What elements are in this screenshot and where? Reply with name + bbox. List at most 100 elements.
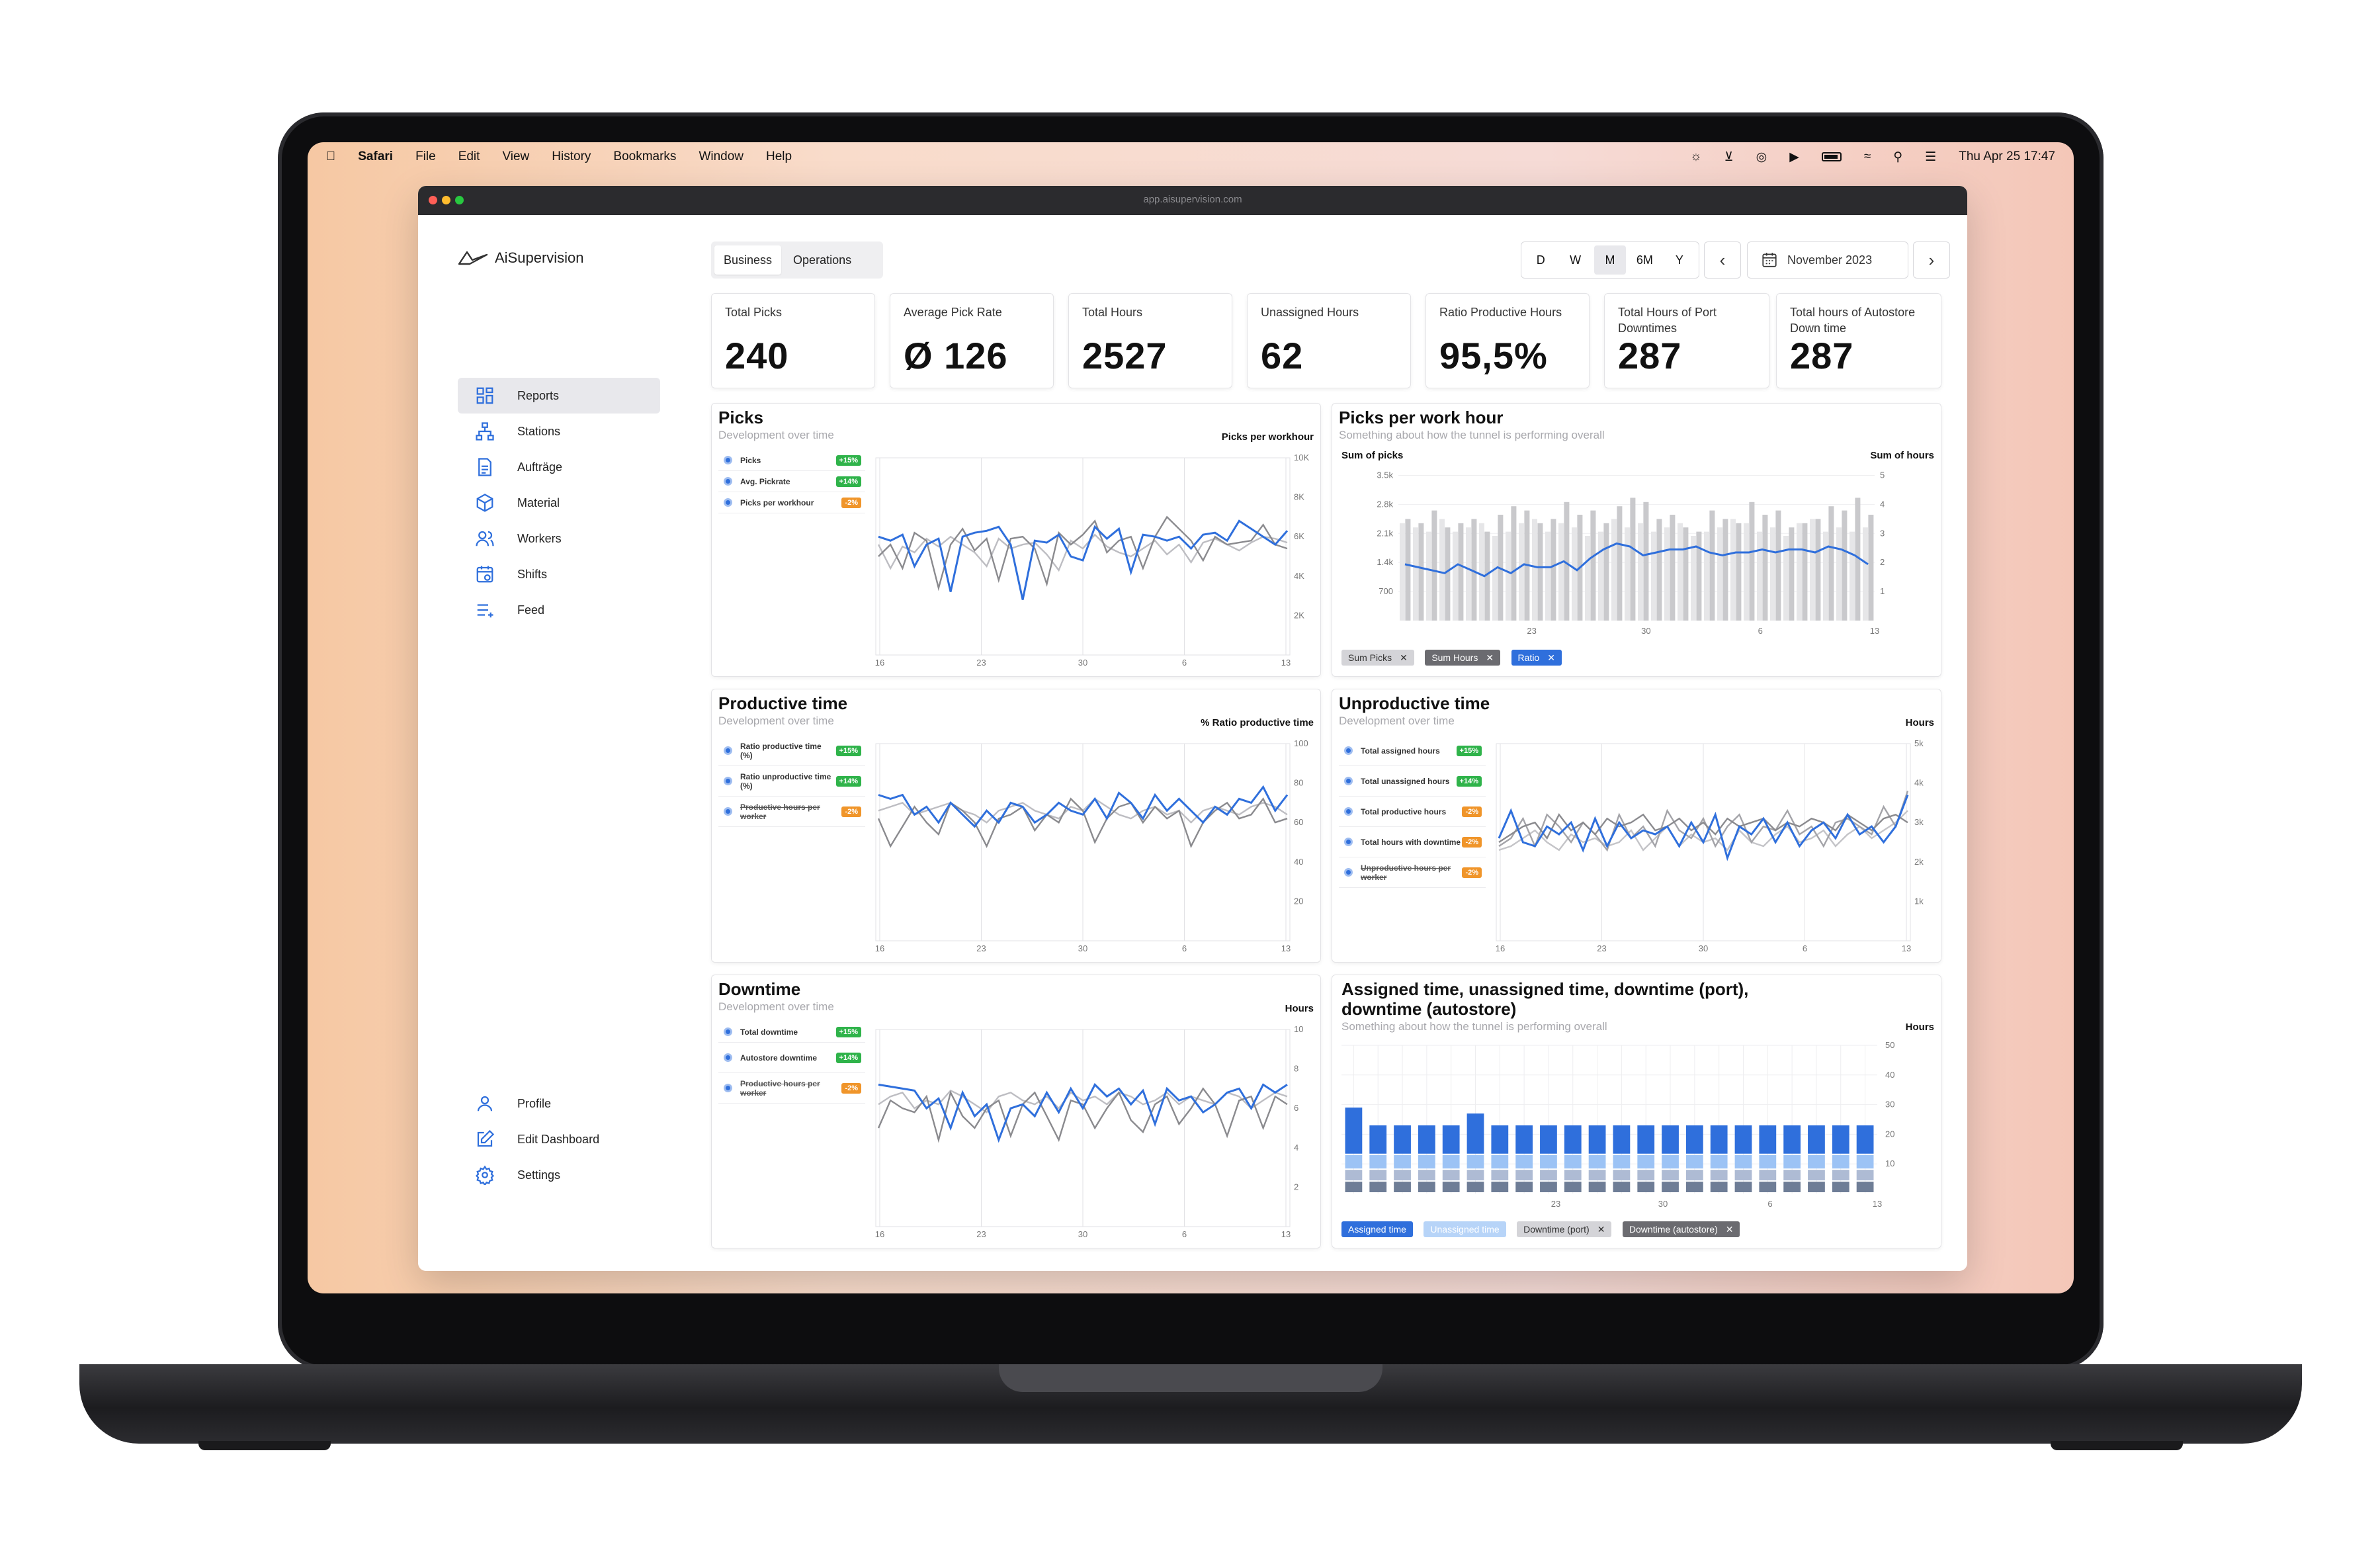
y-tick-label: 6 <box>1294 1103 1298 1113</box>
y-left-tick-label: 700 <box>1379 586 1393 596</box>
menu-edit[interactable]: Edit <box>448 150 480 163</box>
sidebar-item-shifts[interactable]: Shifts <box>458 556 660 592</box>
close-icon[interactable]: ✕ <box>1486 652 1494 663</box>
picks-line-chart[interactable]: 2K 4K 6K 8K 10K 16 23 30 6 13 <box>875 451 1312 671</box>
range-week[interactable]: W <box>1570 253 1582 267</box>
bar-sum-picks <box>1484 531 1490 621</box>
control-center-icon[interactable]: ☰ <box>1925 150 1937 164</box>
tab-operations[interactable]: Operations <box>793 253 852 267</box>
zoom-window-icon[interactable] <box>455 196 464 204</box>
chip-sum-picks[interactable]: Sum Picks ✕ <box>1341 650 1414 666</box>
sidebar-item-edit-dashboard[interactable]: Edit Dashboard <box>458 1121 660 1157</box>
close-icon[interactable]: ✕ <box>1400 652 1408 663</box>
sidebar-item-material[interactable]: Material <box>458 485 660 521</box>
sidebar-item-feed[interactable]: Feed <box>458 592 660 628</box>
range-6m[interactable]: 6M <box>1636 253 1653 267</box>
stacked-bar-segment <box>1540 1154 1557 1169</box>
date-picker[interactable]: November 2023 <box>1747 241 1908 279</box>
search-icon[interactable]: ⚲ <box>1893 150 1903 164</box>
address-bar[interactable]: app.aisupervision.com <box>1143 194 1242 205</box>
menubar-app-name[interactable]: Safari <box>349 150 393 163</box>
legend-item[interactable]: Avg. Pickrate +14% <box>718 471 865 492</box>
chip-downtime-autostore[interactable]: Downtime (autostore) ✕ <box>1622 1221 1740 1237</box>
sidebar-item-workers[interactable]: Workers <box>458 521 660 556</box>
sidebar-item-reports[interactable]: Reports <box>458 378 660 414</box>
menubar-datetime[interactable]: Thu Apr 25 17:47 <box>1959 150 2055 163</box>
stacked-bar-segment <box>1442 1125 1460 1154</box>
menu-bookmarks[interactable]: Bookmarks <box>604 150 676 163</box>
menu-help[interactable]: Help <box>756 150 792 163</box>
legend-item[interactable]: Ratio productive time (%) +15% <box>718 736 865 766</box>
bar-sum-hours <box>1479 523 1484 621</box>
menu-file[interactable]: File <box>405 150 436 163</box>
range-day[interactable]: D <box>1536 253 1545 267</box>
bar-sum-hours <box>1426 531 1431 621</box>
chevron-right-icon: › <box>1928 249 1935 270</box>
stacked-bar-segment <box>1418 1170 1435 1181</box>
next-period-button[interactable]: › <box>1913 241 1950 279</box>
tab-business[interactable]: Business <box>714 245 782 275</box>
close-icon[interactable]: ✕ <box>1597 1223 1605 1235</box>
close-icon[interactable]: ✕ <box>1547 652 1555 663</box>
assigned-time-stacked-bar-chart[interactable]: 10 20 30 40 50 23 30 6 13 <box>1341 1040 1910 1213</box>
battery-icon[interactable] <box>1821 152 1842 161</box>
legend-item[interactable]: Ratio unproductive time (%) +14% <box>718 766 865 797</box>
apple-icon[interactable]:  <box>326 150 335 164</box>
stacked-bar-segment <box>1637 1154 1655 1169</box>
cast-icon[interactable]: ⊻ <box>1724 150 1734 164</box>
stacked-bar-segment <box>1442 1154 1460 1169</box>
chip-unassigned-time[interactable]: Unassigned time <box>1424 1221 1506 1237</box>
creative-cloud-icon[interactable]: ☼ <box>1690 150 1702 163</box>
kpi-value: 287 <box>1618 335 1682 376</box>
chip-ratio[interactable]: Ratio ✕ <box>1511 650 1562 666</box>
bar-sum-picks <box>1431 510 1437 621</box>
chip-sum-hours[interactable]: Sum Hours ✕ <box>1425 650 1501 666</box>
trend-badge: +14% <box>835 775 861 787</box>
menu-window[interactable]: Window <box>689 150 744 163</box>
wifi-icon[interactable]: ≈ <box>1863 150 1871 163</box>
y-tick-label: 30 <box>1885 1100 1894 1110</box>
legend-item[interactable]: Picks per workhour -2% <box>718 492 865 513</box>
legend-item[interactable]: Total downtime +15% <box>718 1022 865 1043</box>
y-left-tick-label: 2.8k <box>1377 499 1393 509</box>
chart-filter-chips: Sum Picks ✕ Sum Hours ✕ Ratio ✕ <box>1341 650 1570 666</box>
users-icon <box>476 531 494 546</box>
chip-assigned-time[interactable]: Assigned time <box>1341 1221 1413 1237</box>
range-year[interactable]: Y <box>1675 253 1683 267</box>
stacked-bar-segment <box>1564 1154 1582 1169</box>
range-month[interactable]: M <box>1594 245 1627 275</box>
legend-item[interactable]: Autostore downtime +14% <box>718 1043 865 1073</box>
legend-item[interactable]: Picks +15% <box>718 450 865 471</box>
menu-history[interactable]: History <box>542 150 591 163</box>
bar-sum-picks <box>1802 523 1808 621</box>
globe-icon[interactable]: ◎ <box>1756 150 1767 164</box>
bar-sum-picks <box>1775 510 1781 621</box>
list-plus-icon <box>477 604 493 618</box>
legend-item[interactable]: Total hours with downtime -2% <box>1339 827 1486 857</box>
stacked-bar-segment <box>1588 1125 1606 1154</box>
menu-view[interactable]: View <box>493 150 529 163</box>
legend-item[interactable]: Total productive hours -2% <box>1339 797 1486 827</box>
productive-time-line-chart[interactable]: 20 40 60 80 100 16 23 30 6 13 <box>875 737 1312 957</box>
play-icon[interactable]: ▶ <box>1789 150 1799 164</box>
close-icon[interactable]: ✕ <box>1725 1223 1734 1235</box>
minimize-window-icon[interactable] <box>442 196 450 204</box>
chip-downtime-port[interactable]: Downtime (port) ✕ <box>1517 1221 1612 1237</box>
close-window-icon[interactable] <box>429 196 437 204</box>
legend-item[interactable]: Unproductive hours per worker -2% <box>1339 857 1486 888</box>
brand-logo[interactable]: AiSupervision <box>458 249 584 267</box>
legend-item[interactable]: Productive hours per worker -2% <box>718 797 865 827</box>
legend-item[interactable]: Total unassigned hours +14% <box>1339 766 1486 797</box>
legend-item[interactable]: Productive hours per worker -2% <box>718 1073 865 1104</box>
stacked-bar-segment <box>1515 1125 1533 1154</box>
sidebar-item-stations[interactable]: Stations <box>458 414 660 449</box>
sidebar-item-auftraege[interactable]: Aufträge <box>458 449 660 485</box>
previous-period-button[interactable]: ‹ <box>1704 241 1741 279</box>
unproductive-time-line-chart[interactable]: 1k 2k 3k 4k 5k 16 23 30 6 13 <box>1496 737 1933 957</box>
legend-item[interactable]: Total assigned hours +15% <box>1339 736 1486 766</box>
downtime-line-chart[interactable]: 2 4 6 8 10 16 23 30 6 13 <box>875 1023 1312 1242</box>
sidebar-item-profile[interactable]: Profile <box>458 1086 660 1121</box>
sidebar-item-settings[interactable]: Settings <box>458 1157 660 1193</box>
panel-title: Assigned time, unassigned time, downtime… <box>1341 979 1749 1019</box>
